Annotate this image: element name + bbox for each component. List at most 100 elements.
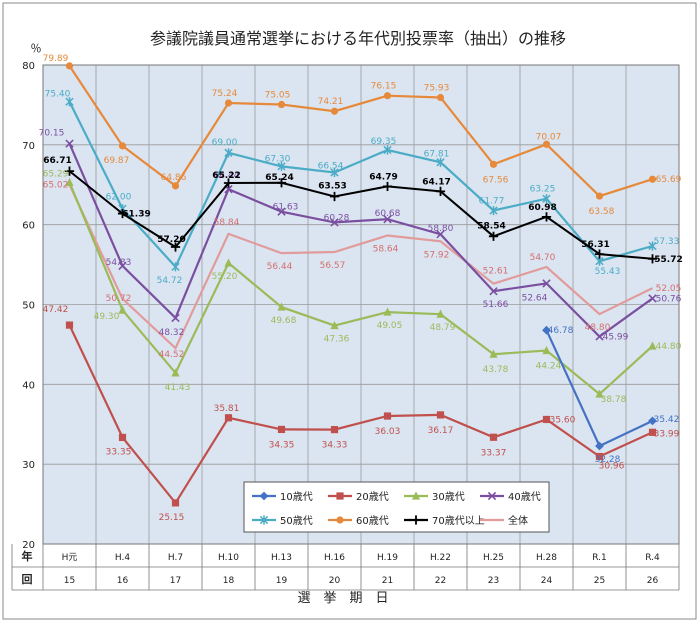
legend-item: 50歳代 — [252, 515, 313, 527]
legend-label: 10歳代 — [280, 491, 313, 503]
marker-diamond — [542, 325, 551, 335]
y-tick-label: 40 — [22, 380, 35, 391]
data-label: 60.28 — [324, 213, 350, 223]
data-label: 35.81 — [214, 404, 240, 414]
data-label: 58.84 — [214, 218, 240, 228]
marker-star — [171, 262, 180, 272]
y-tick-label: 80 — [22, 61, 35, 72]
x-session-label: 25 — [594, 576, 605, 586]
x-category-label: H.25 — [483, 553, 504, 563]
marker-star — [224, 148, 233, 158]
data-label: 61.39 — [122, 210, 150, 220]
legend-label: 60歳代 — [356, 515, 389, 527]
data-label: 75.05 — [265, 91, 291, 101]
data-label: 30.96 — [599, 462, 625, 472]
x-category-label: H.19 — [377, 553, 398, 563]
data-label: 60.98 — [528, 203, 556, 213]
legend-label: 20歳代 — [356, 491, 389, 503]
marker-diamond — [259, 491, 269, 501]
data-label: 45.99 — [603, 333, 629, 343]
marker-diamond — [595, 441, 604, 451]
marker-circle — [648, 175, 657, 183]
data-label: 65.22 — [212, 171, 240, 181]
data-label: 50.76 — [656, 294, 682, 304]
marker-square — [648, 428, 657, 436]
data-label: 62.00 — [106, 193, 132, 203]
marker-square — [383, 412, 392, 420]
x-category-label: H.13 — [271, 553, 292, 563]
marker-square — [436, 411, 445, 419]
data-label: 75.93 — [424, 83, 450, 93]
x-session-label: 22 — [435, 576, 446, 586]
marker-star — [277, 161, 286, 171]
marker-triangle — [489, 349, 498, 358]
y-tick-labels: 20 30 40 50 60 70 80 — [22, 61, 35, 551]
legend-label: 40歳代 — [508, 491, 541, 503]
legend-label: 70歳代以上 — [432, 515, 485, 527]
data-label: 34.35 — [269, 440, 295, 450]
data-label: 38.78 — [601, 395, 627, 405]
marker-circle — [330, 107, 339, 115]
marker-circle — [595, 192, 604, 200]
data-label: 33.35 — [106, 447, 132, 457]
data-label: 47.42 — [43, 305, 69, 315]
x-category-label: H.28 — [536, 553, 557, 563]
data-label: 54.72 — [157, 276, 183, 286]
marker-triangle — [171, 368, 180, 377]
legend-item: 70歳代以上 — [404, 515, 485, 527]
marker-square — [595, 452, 604, 461]
row-header-year: 年 — [22, 549, 33, 563]
data-label: 48.80 — [585, 323, 611, 333]
y-tick-label: 60 — [22, 221, 35, 232]
data-label: 36.17 — [428, 426, 454, 436]
data-label: 74.21 — [318, 97, 344, 107]
marker-square — [277, 425, 286, 434]
data-label: 76.15 — [371, 82, 397, 92]
data-label: 64.17 — [422, 177, 450, 187]
marker-triangle — [330, 320, 339, 330]
data-label: 35.60 — [550, 415, 576, 425]
data-label: 70.07 — [536, 132, 562, 142]
x-session-label: 19 — [276, 576, 288, 586]
data-label: 63.53 — [318, 181, 346, 191]
data-label: 52.64 — [522, 293, 548, 303]
data-label: 44.80 — [656, 342, 682, 352]
data-label: 69.35 — [371, 137, 397, 147]
marker-plus — [117, 208, 128, 219]
data-label: 44.24 — [536, 361, 562, 371]
series-line — [68, 143, 654, 338]
data-label: 60.68 — [375, 209, 401, 219]
data-label: 51.66 — [483, 300, 509, 310]
marker-x — [489, 287, 498, 296]
x-session-label: 18 — [223, 576, 235, 586]
marker-square — [542, 415, 551, 424]
marker-triangle — [648, 341, 657, 350]
data-label: 41.43 — [165, 383, 191, 393]
y-tick-label: 50 — [22, 301, 35, 312]
data-label: 32.28 — [595, 455, 621, 465]
marker-circle — [224, 99, 233, 107]
data-label: 57.20 — [157, 235, 185, 245]
legend-label: 全体 — [508, 514, 528, 527]
marker-square — [171, 499, 180, 507]
data-label: 63.58 — [589, 207, 615, 217]
marker-plus — [276, 178, 287, 188]
x-category-label: R.1 — [592, 553, 607, 563]
data-label: 64.86 — [161, 173, 187, 183]
legend-item: 40歳代 — [480, 491, 541, 503]
marker-plus — [541, 212, 552, 222]
data-label: 33.37 — [481, 448, 507, 458]
x-session-label: 24 — [541, 576, 553, 586]
data-labels-group: 46.78 32.28 35.42 47.42 33.35 25.15 35.81 34.35… — [39, 54, 683, 523]
data-label: 66.54 — [318, 161, 344, 171]
data-label: 25.15 — [159, 513, 185, 523]
marker-star — [330, 167, 339, 178]
marker-triangle — [118, 305, 127, 314]
marker-star — [259, 515, 269, 525]
legend-label: 30歳代 — [432, 491, 465, 503]
marker-plus — [411, 515, 421, 525]
data-label: 70.15 — [39, 129, 65, 139]
marker-diamond — [648, 416, 657, 426]
